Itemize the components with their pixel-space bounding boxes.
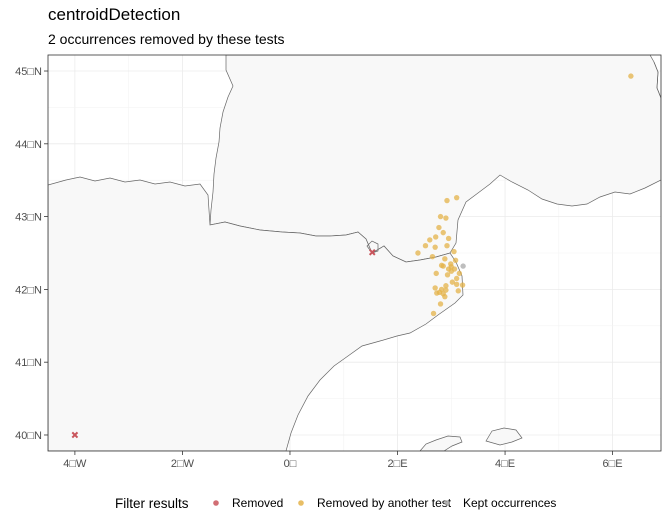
data-point	[452, 257, 459, 263]
data-point	[443, 215, 449, 221]
legend-label: Kept occurrences	[463, 496, 556, 510]
data-point	[444, 272, 451, 278]
y-tick-label: 45□N	[15, 66, 42, 78]
chart-subtitle: 2 occurrences removed by these tests	[48, 31, 285, 47]
data-point	[440, 229, 446, 236]
legend-key	[213, 500, 219, 506]
legend-key	[298, 500, 304, 506]
data-point-removed	[368, 248, 376, 256]
legend-title: Filter results	[115, 496, 189, 511]
data-point	[422, 243, 429, 249]
data-point	[433, 270, 439, 277]
data-point	[459, 282, 466, 288]
x-axis: 4□W 2□W 0□ 2□E 4□E 6□E	[63, 451, 623, 470]
data-point	[434, 290, 440, 296]
data-point	[436, 224, 442, 231]
data-point	[444, 197, 450, 204]
data-point	[455, 288, 461, 294]
data-point	[444, 243, 450, 249]
data-point	[456, 270, 463, 277]
data-point	[451, 248, 457, 255]
data-point	[453, 281, 460, 288]
y-tick-label: 43□N	[15, 212, 42, 224]
basemap	[48, 55, 661, 451]
land-balearic-islands	[419, 427, 523, 451]
x-tick-label: 6□E	[603, 458, 623, 470]
legend: Filter results Removed Removed by another …	[115, 496, 556, 511]
data-point	[430, 310, 437, 317]
plot-panel-border	[47, 54, 662, 452]
data-point	[438, 262, 445, 269]
data-point-removed	[71, 431, 79, 439]
x-tick-label: 4□E	[495, 458, 515, 470]
data-point	[449, 279, 456, 285]
x-tick-label: 2□E	[387, 458, 407, 470]
data-point	[442, 293, 448, 300]
data-point	[445, 235, 452, 242]
data-point	[432, 234, 439, 240]
data-point	[451, 266, 458, 272]
data-point	[443, 283, 449, 289]
x-tick-label: 0□	[284, 458, 297, 470]
y-tick-label: 41□N	[15, 357, 42, 369]
legend-label: Removed by another test	[317, 496, 452, 510]
data-point	[453, 194, 460, 201]
legend-label: Removed	[232, 496, 283, 510]
data-point	[432, 285, 438, 291]
data-points	[71, 73, 634, 439]
data-point	[628, 73, 634, 79]
land-corsica	[653, 61, 661, 99]
chart-title: centroidDetection	[48, 5, 181, 24]
x-tick-label: 4□W	[63, 458, 87, 470]
data-point	[437, 213, 444, 220]
data-point	[453, 275, 460, 282]
y-tick-label: 40□N	[15, 430, 42, 442]
y-tick-label: 42□N	[15, 284, 42, 296]
y-axis: 40□N 41□N 42□N 43□N 44□N 45□N	[15, 66, 48, 442]
data-point	[460, 263, 466, 269]
data-point	[427, 237, 433, 243]
legend-key	[444, 500, 450, 506]
data-point	[442, 256, 448, 262]
data-point	[429, 253, 436, 260]
data-point	[415, 250, 421, 256]
y-tick-label: 44□N	[15, 139, 42, 151]
data-point	[437, 301, 444, 307]
x-tick-label: 2□W	[171, 458, 195, 470]
data-point	[432, 244, 438, 250]
